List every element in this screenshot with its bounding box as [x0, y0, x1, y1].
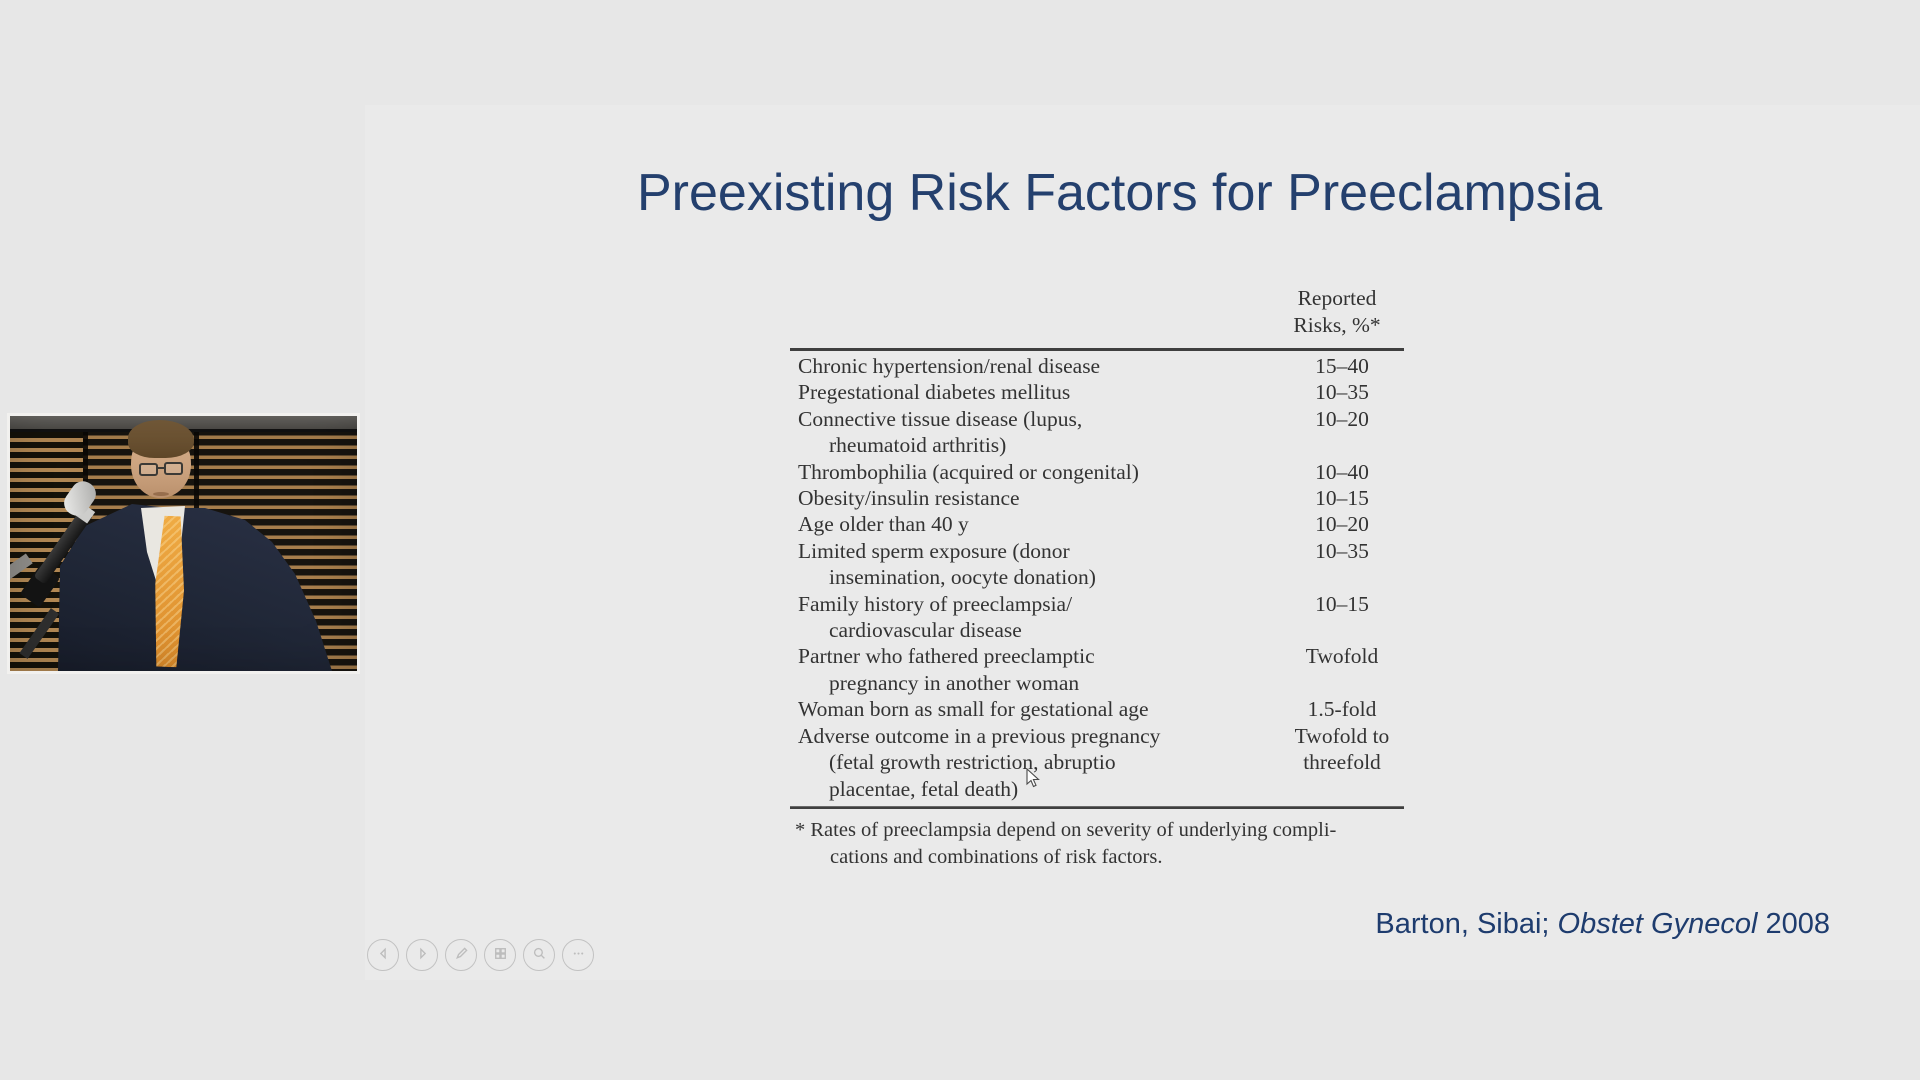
citation-authors: Barton, Sibai; [1375, 908, 1558, 940]
risk-factor-cell: Obesity/insulin resistance [798, 486, 1020, 511]
presenter-glasses-bridge [156, 467, 165, 469]
reported-risk-cell: 10–35 [1315, 380, 1369, 405]
see-all-slides-button[interactable] [484, 939, 516, 971]
next-slide-icon [414, 945, 431, 965]
reported-risk-cell: 10–40 [1315, 459, 1369, 484]
table-row: Connective tissue disease (lupus, rheuma… [798, 406, 1404, 459]
risk-factor-cell: Woman born as small for gestational age [798, 697, 1149, 722]
more-options-button[interactable] [562, 939, 594, 971]
presenter-webcam [7, 413, 360, 674]
reported-risk-cell: Twofold to threefold [1294, 723, 1390, 775]
presenter-mouth [153, 492, 169, 496]
risk-factor-cell: Limited sperm exposure (donor inseminati… [798, 538, 1096, 590]
pen-tools-button[interactable] [445, 939, 477, 971]
mouse-cursor [1026, 768, 1040, 788]
risk-factor-cell: Connective tissue disease (lupus, rheuma… [798, 406, 1083, 458]
table-row: Adverse outcome in a previous pregnancy … [798, 723, 1404, 802]
risk-factor-cell: Pregestational diabetes mellitus [798, 380, 1071, 405]
reported-risk-cell: 1.5-fold [1307, 697, 1377, 722]
reported-risk-cell: 10–15 [1315, 591, 1369, 616]
table-row: Thrombophilia (acquired or congenital) 1… [798, 459, 1404, 485]
magnifier-icon [531, 945, 548, 965]
reported-risk-cell: 10–20 [1315, 406, 1369, 431]
slides-grid-icon [492, 945, 509, 965]
webcam-wall-top-rail [10, 416, 357, 429]
risk-factor-cell: Chronic hypertension/renal disease [798, 354, 1101, 378]
table-row: Limited sperm exposure (donor inseminati… [798, 538, 1404, 591]
presenter-toolbar [367, 939, 594, 971]
slide: Preexisting Risk Factors for Preeclampsi… [365, 105, 1920, 980]
previous-slide-icon [375, 945, 392, 965]
presenter-glasses-left-lens [139, 463, 158, 476]
citation-year: 2008 [1757, 908, 1830, 940]
table-bottom-rule [790, 806, 1404, 809]
reported-risk-cell: Twofold [1305, 644, 1379, 669]
presenter-glasses-right-lens [164, 462, 183, 475]
risk-factor-cell: Adverse outcome in a previous pregnancy … [798, 723, 1161, 801]
webcam-vignette [10, 416, 357, 671]
presenter-hair [128, 420, 194, 458]
table-row: Chronic hypertension/renal disease 15–40 [798, 353, 1404, 379]
reported-risk-cell: 10–20 [1315, 512, 1369, 537]
risk-table: Reported Risks, %* Chronic hypertension/… [365, 105, 1920, 980]
table-row: Obesity/insulin resistance 10–15 [798, 485, 1404, 511]
ellipsis-icon [570, 945, 587, 965]
table-footnote: * Rates of preeclampsia depend on severi… [795, 819, 1337, 868]
table-column-header: Reported Risks, %* [1293, 286, 1381, 337]
reported-risk-cell: 10–35 [1315, 538, 1369, 563]
reported-risk-cell: 10–15 [1315, 486, 1369, 511]
table-row: Woman born as small for gestational age … [798, 696, 1404, 722]
risk-factor-cell: Family history of preeclampsia/ cardiova… [798, 591, 1073, 643]
next-slide-button[interactable] [406, 939, 438, 971]
risk-factor-cell: Partner who fathered preeclamptic pregna… [798, 644, 1095, 695]
pen-icon [453, 945, 470, 965]
risk-factor-cell: Age older than 40 y [798, 512, 969, 537]
slide-title: Preexisting Risk Factors for Preeclampsi… [637, 164, 1603, 222]
table-top-rule [790, 348, 1404, 351]
previous-slide-button[interactable] [367, 939, 399, 971]
table-row: Age older than 40 y 10–20 [798, 511, 1404, 537]
table-body: Chronic hypertension/renal disease 15–40… [798, 353, 1404, 802]
reported-risk-cell: 15–40 [1315, 354, 1369, 378]
citation: Barton, Sibai; Obstet Gynecol 2008 [1375, 908, 1830, 941]
table-row: Partner who fathered preeclamptic pregna… [798, 643, 1404, 696]
table-row: Pregestational diabetes mellitus 10–35 [798, 379, 1404, 405]
citation-journal: Obstet Gynecol [1557, 908, 1758, 940]
risk-factor-cell: Thrombophilia (acquired or congenital) [798, 459, 1139, 484]
table-row: Family history of preeclampsia/ cardiova… [798, 591, 1404, 644]
zoom-slide-button[interactable] [523, 939, 555, 971]
